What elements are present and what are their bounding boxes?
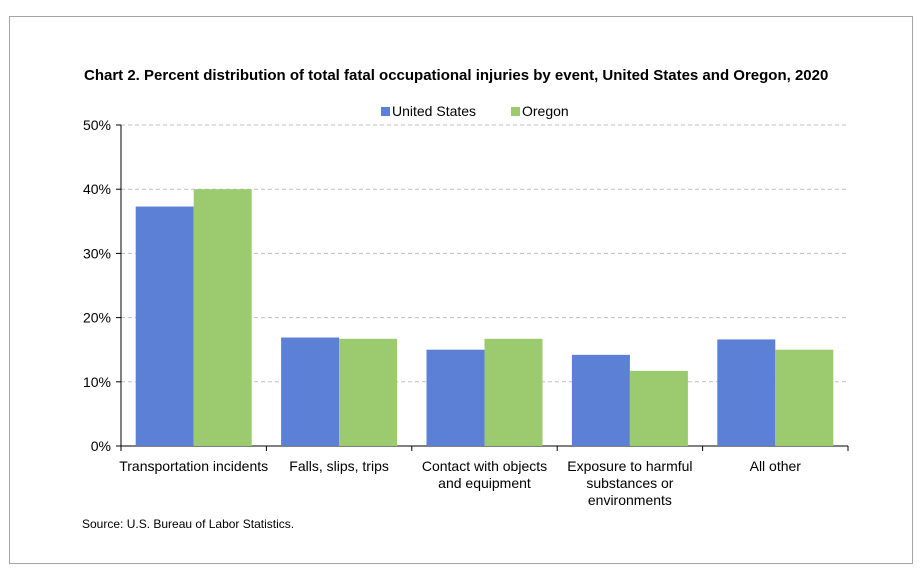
bar-oregon — [629, 370, 688, 446]
bar-united-states — [281, 337, 340, 446]
legend-label: United States — [392, 103, 476, 119]
y-axis-ticks: 0% 10% 20% 30% 40% 50% — [83, 117, 111, 454]
y-tick-label: 30% — [83, 245, 111, 261]
bar-oregon — [193, 189, 252, 446]
y-tick-label: 20% — [83, 310, 111, 326]
bar-oregon — [775, 349, 834, 446]
bars — [135, 189, 834, 446]
bar-oregon — [484, 338, 543, 446]
bar-united-states — [426, 349, 485, 446]
x-tick-label: Exposure to harmful substances or environm… — [567, 458, 692, 508]
chart-title: Chart 2. Percent distribution of total f… — [84, 67, 828, 84]
bar-united-states — [135, 206, 194, 446]
x-axis-ticks: Transportation incidents Falls, slips, tr… — [119, 458, 801, 508]
y-tick-label: 10% — [83, 374, 111, 390]
bar-united-states — [717, 339, 776, 446]
bar-oregon — [339, 338, 398, 446]
y-tick-label: 0% — [91, 438, 111, 454]
source-note: Source: U.S. Bureau of Labor Statistics. — [82, 517, 294, 531]
x-tick-label: Transportation incidents — [119, 458, 268, 474]
legend-swatch — [381, 107, 390, 116]
x-tick-label: All other — [750, 458, 802, 474]
legend-label: Oregon — [522, 103, 569, 119]
bar-united-states — [571, 354, 630, 446]
y-tick-label: 50% — [83, 117, 111, 133]
legend-swatch — [511, 107, 520, 116]
legend: United States Oregon — [381, 103, 569, 119]
x-tick-label: Falls, slips, trips — [289, 458, 389, 474]
x-tick-label: Contact with objects and equipment — [422, 458, 547, 491]
y-tick-label: 40% — [83, 181, 111, 197]
